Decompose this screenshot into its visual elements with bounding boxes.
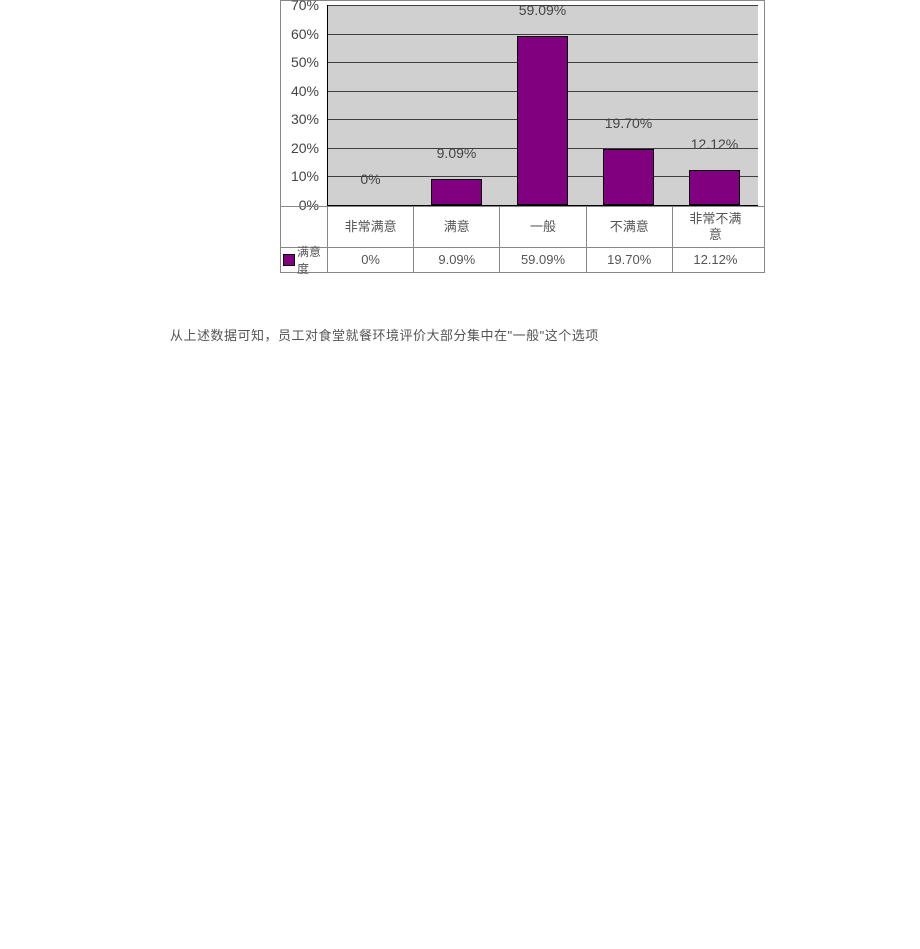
category-row-header-empty — [281, 207, 327, 247]
bar-value-label: 9.09% — [414, 145, 499, 161]
bar-cell: 0% — [328, 5, 414, 205]
legend-cell: 满意度 — [281, 248, 327, 272]
y-axis-labels: 0%10%20%30%40%50%60%70% — [281, 5, 323, 205]
value-cell: 59.09% — [499, 248, 585, 272]
satisfaction-chart: 0%10%20%30%40%50%60%70% 0%9.09%59.09%19.… — [280, 0, 765, 273]
bar — [603, 149, 654, 205]
bar-cell: 12.12% — [672, 5, 758, 205]
y-tick-label: 20% — [291, 140, 319, 156]
bar-value-label: 59.09% — [500, 2, 585, 18]
y-tick-label: 50% — [291, 54, 319, 70]
bars-row: 0%9.09% 59.09% 19.70%12.12% — [328, 5, 758, 205]
series-name-label: 满意度 — [297, 243, 327, 277]
caption-text: 从上述数据可知，员工对食堂就餐环境评价大部分集中在"一般"这个选项 — [170, 325, 599, 344]
bar-cell: 19.70% — [586, 5, 672, 205]
value-cell: 0% — [327, 248, 413, 272]
category-cell: 满意 — [413, 207, 499, 247]
bar — [517, 36, 568, 205]
category-cell: 非常不满意 — [672, 207, 758, 247]
legend-swatch — [283, 254, 295, 266]
y-tick-label: 70% — [291, 0, 319, 13]
y-tick-label: 10% — [291, 168, 319, 184]
bar-value-label: 19.70% — [586, 115, 671, 131]
bar-value-label: 12.12% — [672, 136, 757, 152]
y-tick-label: 60% — [291, 26, 319, 42]
chart-border: 0%10%20%30%40%50%60%70% 0%9.09%59.09%19.… — [280, 0, 765, 273]
category-cell: 不满意 — [586, 207, 672, 247]
category-row: 非常满意满意一般不满意非常不满意 — [281, 206, 764, 247]
value-cell: 19.70% — [586, 248, 672, 272]
y-tick-label: 30% — [291, 111, 319, 127]
category-cell: 一般 — [499, 207, 585, 247]
bar-cell: 9.09% — [414, 5, 500, 205]
value-cell: 12.12% — [672, 248, 758, 272]
category-cell: 非常满意 — [327, 207, 413, 247]
plot-area: 0%9.09% 59.09% 19.70%12.12% — [327, 5, 758, 206]
bar-value-label: 0% — [328, 171, 413, 187]
bar-cell: 59.09% — [500, 5, 586, 205]
value-cell: 9.09% — [413, 248, 499, 272]
bar — [431, 179, 482, 205]
value-row: 满意度 0%9.09%59.09%19.70%12.12% — [281, 247, 764, 272]
y-tick-label: 40% — [291, 83, 319, 99]
bar — [689, 170, 740, 205]
